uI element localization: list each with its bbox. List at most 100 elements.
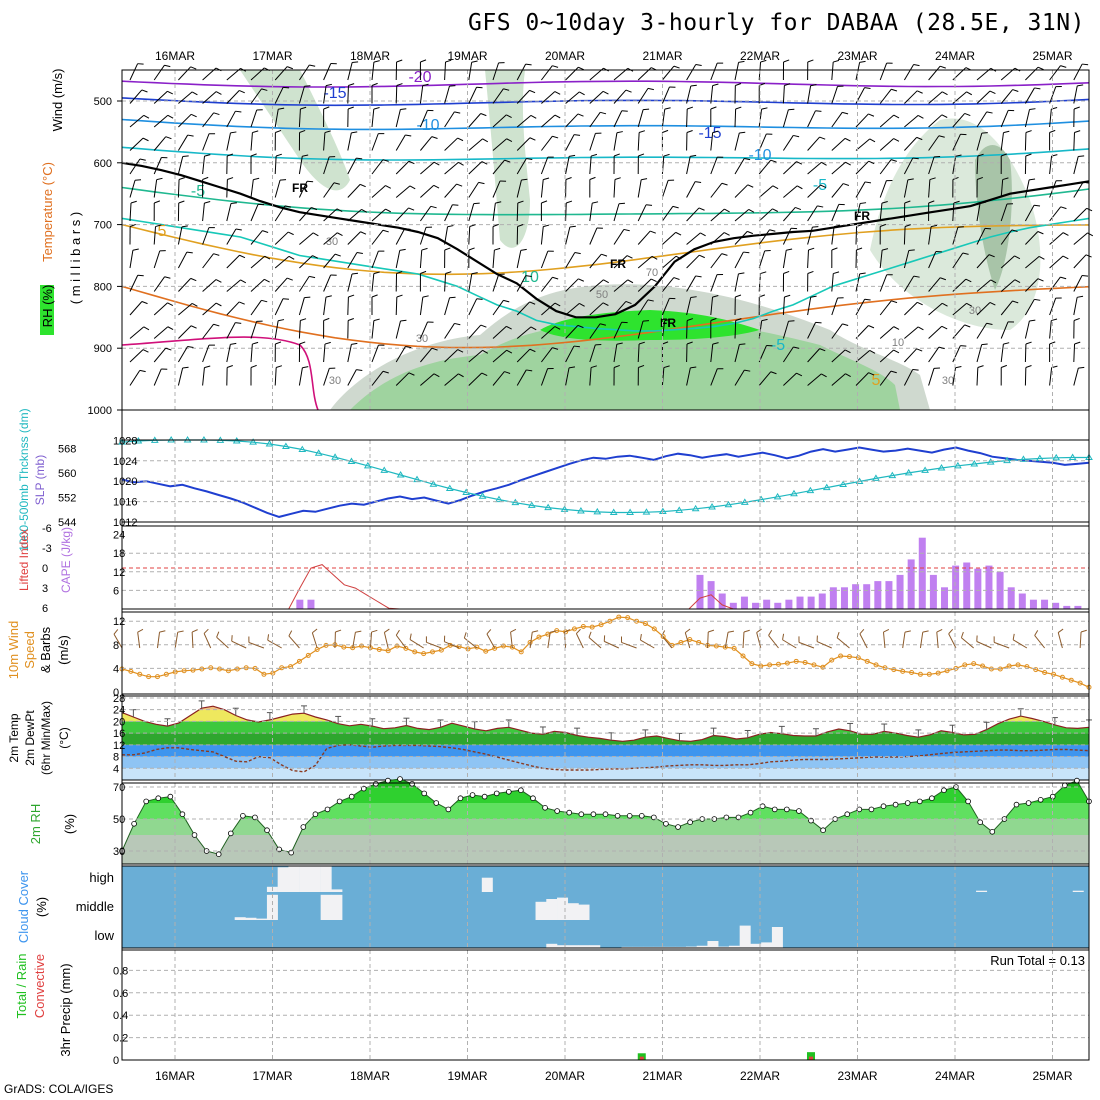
wind-barb (782, 248, 793, 269)
cloud-bar-low (707, 941, 719, 948)
wind-barb (879, 62, 893, 81)
wind10m-barb (756, 628, 762, 649)
thickness-marker (839, 480, 848, 488)
wind-speed-line (121, 616, 1090, 688)
wind-barb (952, 345, 967, 363)
wind-barb (686, 181, 702, 198)
cloud-level-label: high (89, 870, 114, 885)
wind-barb (565, 366, 576, 386)
wind10m-barb (588, 631, 602, 649)
wind10m-barb (936, 629, 943, 649)
wind-barb (1024, 87, 1041, 104)
thickness-marker (986, 458, 995, 465)
wind-barb (250, 109, 263, 128)
thickness-marker (1019, 455, 1028, 462)
thickness-marker (380, 466, 389, 473)
cape-bar (907, 559, 915, 609)
wind-barb (516, 178, 528, 198)
wind-barb (1049, 86, 1062, 104)
wind-barb (1073, 295, 1084, 316)
ylabel-convective: Convective (32, 954, 47, 1018)
wind-barb (928, 91, 948, 104)
wind-barb (758, 185, 779, 198)
rh-legend-swatch (40, 285, 54, 335)
pressure-tick: 700 (94, 220, 112, 232)
temp-tick: 8 (113, 752, 119, 764)
wind-barb (371, 271, 380, 292)
wind-speed-marker (359, 643, 365, 649)
wind-barb (153, 302, 174, 316)
wind-barb (420, 347, 438, 363)
thickness-line (121, 439, 1089, 514)
wind10m-barb (976, 635, 992, 649)
wind-barb (565, 252, 581, 269)
wind-barb (686, 275, 702, 292)
rh2m-marker (675, 824, 681, 830)
temp-contour-label: -10 (416, 117, 439, 134)
wind-barb (177, 251, 193, 269)
wind-barb (1024, 319, 1036, 339)
wind-speed-marker (323, 642, 329, 648)
date-label-bottom: 20MAR (545, 1069, 585, 1083)
wind-barb (371, 229, 389, 245)
cape-tick: 24 (113, 530, 125, 542)
wind-barb (347, 231, 367, 245)
precip-convective-bar (639, 1056, 644, 1060)
wind-barb (444, 85, 456, 104)
wind-barb (686, 341, 693, 363)
wind-barb (952, 252, 969, 269)
thickness-marker (822, 483, 831, 491)
wind10m-frame (121, 611, 1090, 695)
ylabel-percent: (%) (62, 814, 77, 834)
wind-barb (637, 278, 657, 292)
wind-barb (371, 344, 385, 363)
wind-barb (565, 91, 585, 104)
thickness-marker (363, 461, 372, 469)
wind-speed-marker (580, 624, 586, 630)
credit-label: GrADS: COLA/IGES (4, 1082, 114, 1096)
wind-barb (347, 183, 366, 198)
wind10m-barb (684, 628, 691, 649)
wind10m-barb (510, 628, 517, 649)
wind-barb (541, 326, 561, 339)
wind-barb (250, 320, 263, 339)
wind-barb (928, 251, 942, 269)
temp-contour-10 (121, 223, 1090, 276)
wind-barb (855, 181, 872, 198)
date-label-bottom: 21MAR (642, 1069, 682, 1083)
rh2m-marker (687, 819, 693, 825)
thickness-marker (478, 492, 487, 499)
cape-bar (718, 593, 726, 609)
wind-barb (419, 247, 428, 269)
wind-barb (976, 343, 988, 363)
wind-barb (758, 208, 779, 222)
cape-bar (885, 581, 893, 609)
precip-tick: 0.2 (113, 1033, 128, 1045)
wind-barb (734, 158, 751, 175)
cloud-bar-middle (320, 894, 332, 920)
wind-barb (903, 249, 915, 269)
wind-barb (516, 200, 524, 222)
cloud-bar-high (288, 866, 300, 892)
wind-barb (686, 84, 697, 104)
wind-barb (758, 107, 768, 128)
wind-barb (177, 225, 188, 245)
wind-barb (710, 208, 730, 222)
wind-speed-marker (1077, 680, 1083, 686)
wind10m-barb (1012, 633, 1028, 649)
wind-barb (347, 272, 359, 292)
wind-barb (928, 325, 948, 339)
wind-barb (589, 365, 597, 386)
wind-barb (298, 64, 316, 81)
rh2m-marker (880, 803, 887, 809)
cloud-bar-low (589, 945, 601, 948)
wind-barb (202, 253, 220, 269)
wind10m-barb (724, 630, 735, 649)
wind-barb (831, 224, 841, 245)
rh2m-marker (759, 803, 766, 809)
date-label-top: 17MAR (252, 49, 292, 63)
wind-barb (928, 177, 936, 198)
wind-barb (153, 224, 162, 245)
wind-barb (468, 86, 483, 104)
wind-barb (226, 322, 242, 339)
